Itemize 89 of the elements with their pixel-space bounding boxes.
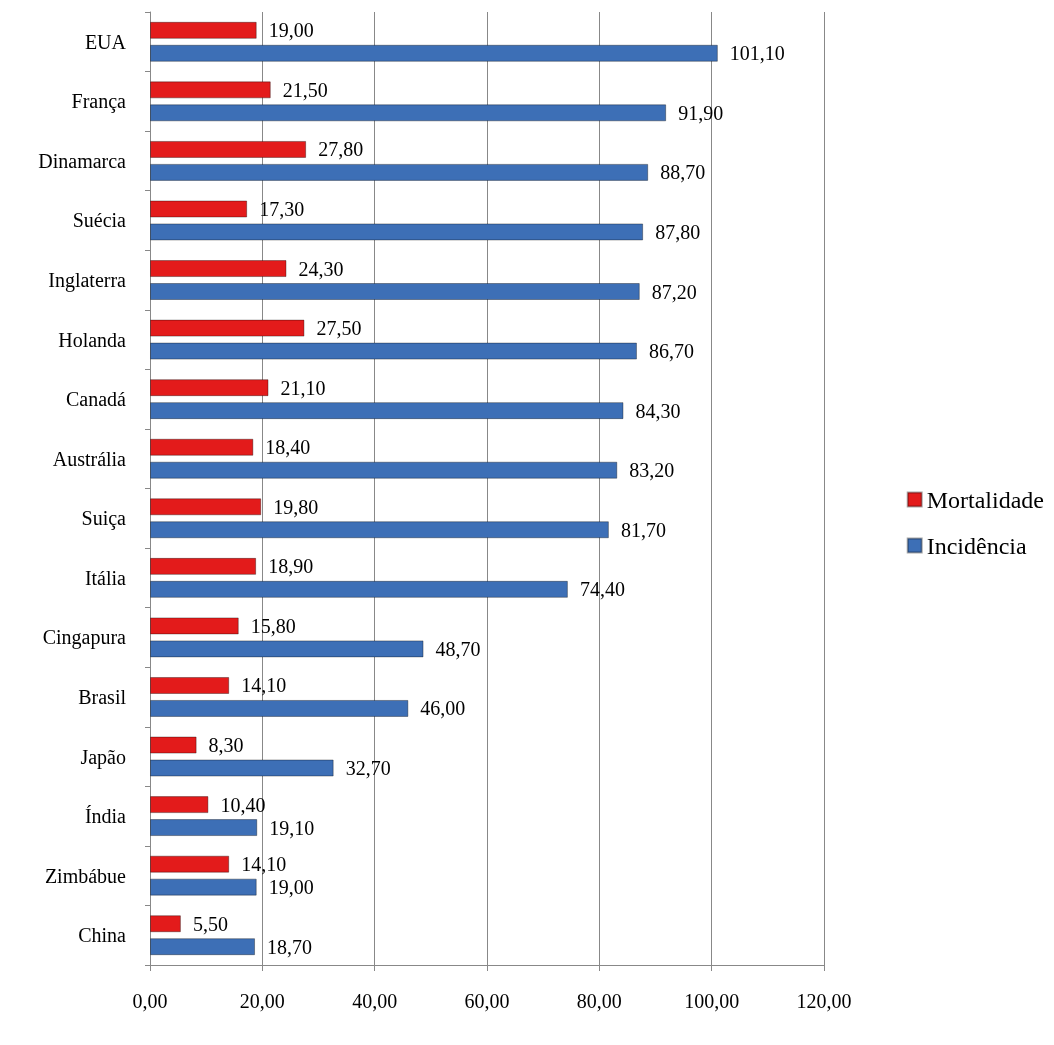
bar [150, 617, 239, 635]
bar [150, 796, 209, 814]
data-label: 83,20 [629, 459, 675, 482]
bar [150, 521, 609, 539]
bar [150, 640, 424, 658]
data-label: 19,80 [273, 495, 319, 518]
data-label: 14,10 [241, 674, 287, 697]
bar [150, 223, 644, 241]
bar [150, 461, 618, 479]
y-tick-label: China [78, 924, 127, 947]
y-tick-label: Inglaterra [48, 269, 127, 293]
y-tick-label: Austrália [52, 447, 127, 470]
y-tick-label: Zimbábue [44, 864, 127, 887]
bar [150, 915, 181, 933]
bar [150, 81, 271, 99]
data-label: 87,20 [651, 280, 697, 303]
data-label: 84,30 [635, 399, 681, 422]
data-label: 15,80 [250, 614, 296, 637]
x-tick-label: 100,00 [684, 990, 740, 1012]
y-tick-label: Brasil [78, 685, 127, 708]
data-label: 5,50 [192, 912, 228, 935]
bar [150, 878, 257, 896]
data-label: 18,40 [265, 436, 311, 459]
bar [150, 200, 248, 218]
data-label: 10,40 [220, 793, 266, 816]
bar [150, 676, 230, 694]
data-label: 21,50 [282, 78, 328, 101]
y-tick-label: Suécia [72, 209, 127, 232]
data-label: 14,10 [241, 853, 287, 876]
x-tick-label: 20,00 [239, 990, 285, 1012]
data-label: 88,70 [660, 161, 706, 184]
x-tick-label: 0,00 [132, 990, 168, 1012]
bar [150, 438, 254, 456]
data-label: 21,10 [280, 376, 326, 399]
x-tick-label: 80,00 [576, 990, 622, 1012]
bar [150, 342, 637, 360]
data-label: 81,70 [620, 518, 666, 541]
y-tick-label: Dinamarca [38, 149, 127, 172]
data-label: 18,70 [267, 935, 313, 958]
data-label: 91,90 [678, 101, 724, 124]
y-tick-label: Suiça [81, 507, 127, 531]
data-label: 86,70 [648, 340, 694, 363]
data-label: 32,70 [345, 757, 391, 780]
data-label: 19,00 [268, 876, 314, 899]
data-label: 48,70 [435, 637, 481, 660]
x-tick-label: 60,00 [464, 990, 510, 1012]
bar [150, 938, 256, 956]
bar [150, 699, 409, 717]
bar [150, 379, 269, 397]
bar [150, 44, 718, 62]
legend-label: Mortalidade [926, 486, 1044, 513]
y-tick-label: França [71, 90, 127, 114]
y-tick-label: Itália [84, 566, 127, 589]
bar [150, 759, 334, 777]
bar [150, 140, 307, 158]
bar [150, 283, 640, 301]
bar [150, 260, 287, 278]
bar [150, 580, 568, 598]
x-tick-label: 40,00 [352, 990, 398, 1012]
y-tick-label: Índia [84, 805, 127, 828]
data-label: 27,80 [318, 138, 364, 161]
bar [150, 736, 197, 754]
data-label: 8,30 [208, 734, 244, 757]
data-label: 87,80 [655, 220, 701, 243]
data-label: 18,90 [268, 555, 314, 578]
data-label: 46,00 [420, 697, 466, 720]
data-label: 24,30 [298, 257, 344, 280]
bar [150, 21, 257, 39]
bar [150, 104, 667, 122]
bar [150, 402, 624, 420]
bar [150, 855, 230, 873]
bar [150, 498, 262, 516]
data-label: 19,00 [268, 19, 314, 42]
y-tick-label: Holanda [58, 328, 127, 351]
bar [150, 557, 257, 575]
data-label: 74,40 [579, 578, 625, 601]
data-label: 17,30 [259, 197, 305, 220]
y-tick-label: Japão [80, 745, 126, 769]
bar [150, 319, 305, 337]
x-tick-label: 120,00 [796, 990, 852, 1012]
bar [150, 819, 258, 837]
legend-label: Incidência [926, 532, 1027, 559]
data-label: 27,50 [316, 317, 362, 340]
y-tick-label: Canadá [66, 388, 127, 411]
y-tick-label: EUA [84, 30, 127, 53]
y-tick-label: Cingapura [42, 626, 127, 650]
data-label: 19,10 [269, 816, 315, 839]
data-label: 101,10 [729, 42, 785, 65]
bar [150, 163, 649, 181]
